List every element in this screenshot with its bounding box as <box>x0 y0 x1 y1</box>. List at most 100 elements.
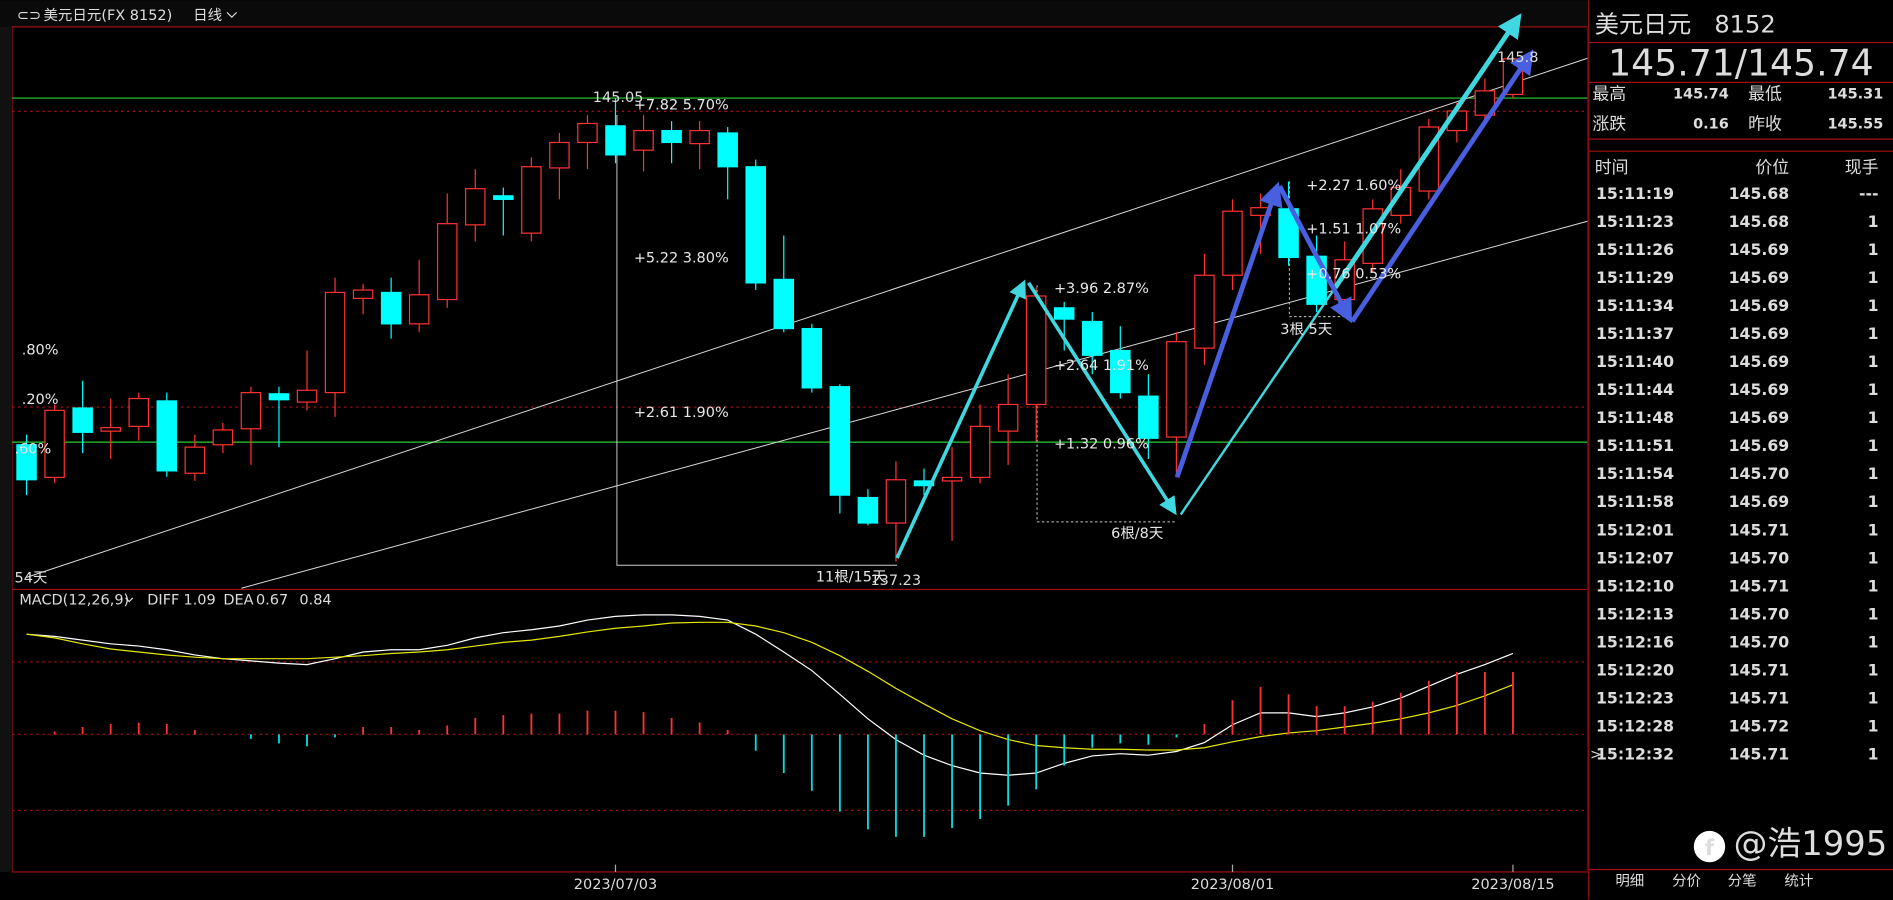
trade-price: 145.69 <box>1729 436 1790 455</box>
column-header: 价位 <box>1755 157 1789 177</box>
arrow <box>1027 281 1177 516</box>
tab[interactable]: 分价 <box>1672 873 1701 890</box>
left-percent: .80% <box>22 342 59 358</box>
trade-price: 145.70 <box>1729 548 1790 567</box>
stat-label: 最低 <box>1748 83 1782 103</box>
high-label: 145.05 <box>593 90 644 106</box>
legend-diff: DIFF <box>147 592 179 608</box>
candle-body <box>1110 349 1131 394</box>
trade-volume: --- <box>1859 184 1879 203</box>
candle-body <box>969 425 991 478</box>
legend-dea-value: 0.67 <box>256 592 288 608</box>
candle-body <box>296 389 318 403</box>
measure-label: +2.61 1.90% <box>634 405 729 421</box>
candle-body <box>1025 295 1047 406</box>
left-percent: .60% <box>14 441 51 457</box>
stat-value: 145.74 <box>1673 86 1729 102</box>
separator: / <box>1735 41 1748 84</box>
measure-label: +5.22 3.80% <box>634 251 729 267</box>
bid: 145.71 <box>1608 41 1735 84</box>
candle-body <box>408 294 430 325</box>
left-strip <box>0 26 13 872</box>
candle-body <box>717 132 738 168</box>
bar-count: 54天 <box>14 571 47 587</box>
trade-time: 15:12:13 <box>1596 604 1674 623</box>
candle-body <box>1166 341 1187 438</box>
trade-volume: 1 <box>1868 296 1879 315</box>
trade-time: 15:12:28 <box>1596 716 1674 735</box>
trade-price: 145.69 <box>1729 380 1790 399</box>
candle-body <box>997 403 1019 432</box>
trade-time: 15:11:37 <box>1596 324 1674 343</box>
candle-body <box>941 476 963 482</box>
candle-body <box>1278 208 1299 259</box>
arrow <box>1179 286 1337 516</box>
tab[interactable]: 统计 <box>1784 873 1813 890</box>
measure-count: 3根 5天 <box>1280 321 1332 338</box>
candle-body <box>745 166 766 284</box>
arrow <box>1333 13 1522 289</box>
candle-body <box>801 327 823 389</box>
symbol-label[interactable]: 美元日元(FX 8152) <box>43 7 172 24</box>
trade-price: 145.69 <box>1729 268 1790 287</box>
candle-body <box>184 446 206 474</box>
trade-volume: 1 <box>1868 324 1879 343</box>
trade-volume: 1 <box>1868 744 1879 763</box>
trade-price: 145.70 <box>1729 632 1790 651</box>
trade-time: 15:11:48 <box>1596 408 1674 427</box>
macd-chevron[interactable] <box>125 597 134 603</box>
trade-volume: 1 <box>1868 240 1879 259</box>
row-cursor: > <box>1590 747 1602 763</box>
trade-price: 145.69 <box>1729 492 1790 511</box>
low-label: 137.23 <box>870 573 921 589</box>
left-percent: .20% <box>22 392 59 408</box>
x-tick-label: 2023/08/15 <box>1471 877 1554 893</box>
trade-time: 15:12:01 <box>1596 520 1674 539</box>
trade-volume: 1 <box>1868 268 1879 287</box>
period-select[interactable]: 日线 <box>193 7 222 24</box>
candle-body <box>240 392 262 430</box>
last-high-label: 145.8 <box>1497 50 1538 66</box>
trade-volume: 1 <box>1868 716 1879 735</box>
trade-volume: 1 <box>1868 632 1879 651</box>
candle-body <box>212 429 234 446</box>
candle-body <box>829 386 851 496</box>
tab[interactable]: 明细 <box>1615 873 1644 890</box>
trade-time: 15:12:20 <box>1596 660 1674 679</box>
trade-time: 15:11:23 <box>1596 212 1674 231</box>
candle-body <box>577 122 598 144</box>
watermark-icon-glyph: f <box>1705 836 1715 861</box>
trade-price: 145.71 <box>1729 660 1790 679</box>
measure-label: +2.64 1.91% <box>1054 358 1149 374</box>
trade-price: 145.71 <box>1729 688 1790 707</box>
trade-time: 15:11:29 <box>1596 268 1674 287</box>
measure-label: +7.82 5.70% <box>634 97 729 113</box>
macd-title: MACD(12,26,9) <box>19 592 129 608</box>
candle-body <box>1194 274 1215 349</box>
legend-dea: DEA <box>223 592 253 608</box>
legend-diff-value: 1.09 <box>184 592 216 608</box>
candle-body <box>885 479 907 524</box>
trade-time: 15:12:10 <box>1596 576 1674 595</box>
candle-body <box>436 223 458 301</box>
trade-volume: 1 <box>1868 212 1879 231</box>
stat-label: 涨跌 <box>1592 114 1626 134</box>
arrow <box>895 279 1026 559</box>
measure-count: 11根/15天 <box>816 568 887 585</box>
trade-time: 15:12:32 <box>1596 744 1674 763</box>
measure-label: +0.76 0.53% <box>1306 266 1401 282</box>
candle-body <box>1053 307 1075 320</box>
trend-line <box>241 220 1588 589</box>
quote-panel <box>1587 0 1893 900</box>
period-chevron[interactable] <box>226 11 238 19</box>
trade-price: 145.69 <box>1729 240 1790 259</box>
tab[interactable]: 分笔 <box>1728 873 1757 890</box>
measure-box <box>616 114 898 566</box>
trade-time: 15:11:19 <box>1596 184 1674 203</box>
candle-body <box>913 480 935 487</box>
stat-value: 145.55 <box>1827 117 1883 133</box>
nav-icon[interactable]: ⊂⊃ <box>17 8 41 24</box>
trade-time: 15:11:44 <box>1596 380 1674 399</box>
trade-volume: 1 <box>1868 576 1879 595</box>
trade-volume: 1 <box>1868 688 1879 707</box>
